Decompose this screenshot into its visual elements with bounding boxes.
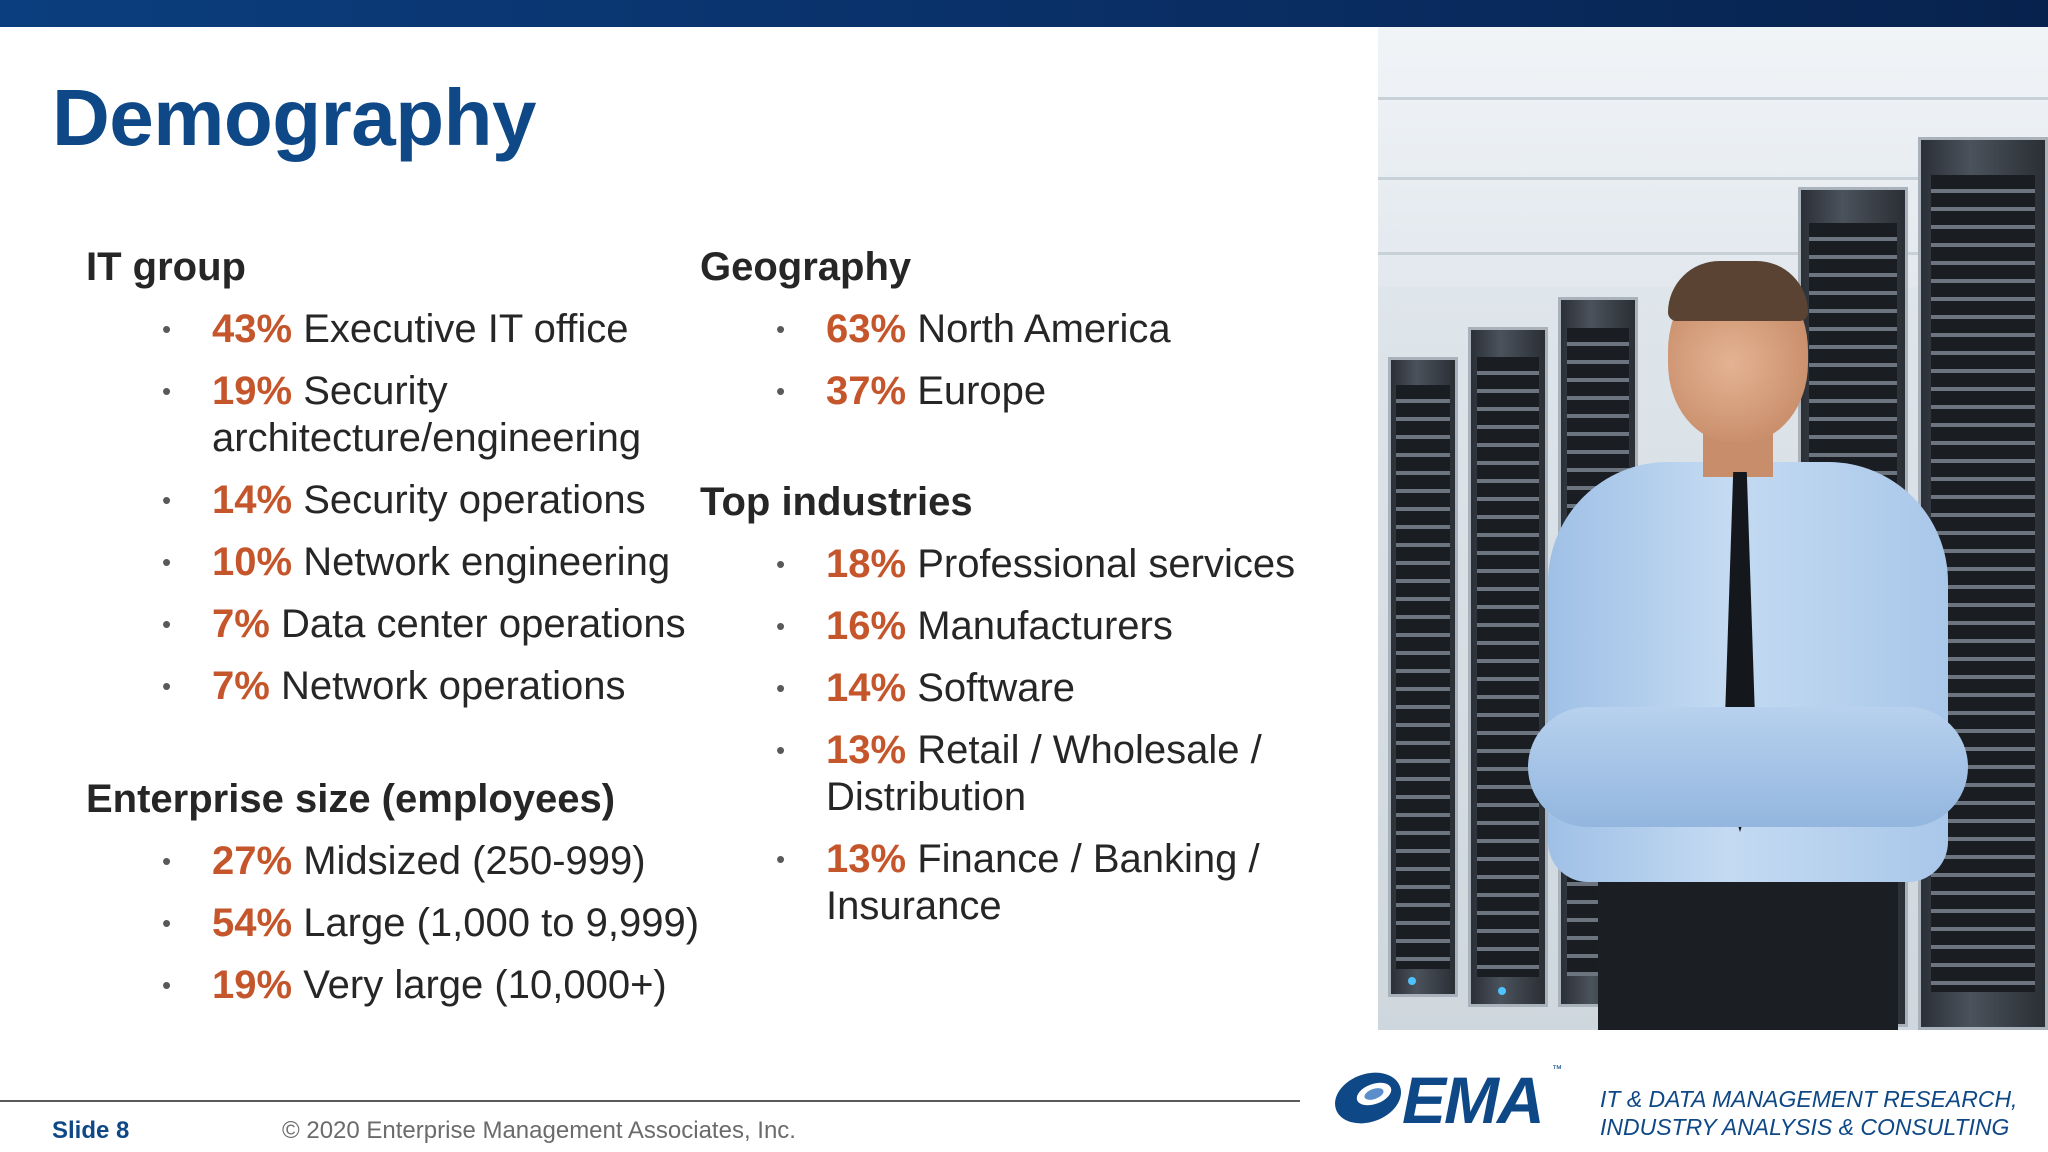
it-group-list: • 43% Executive IT office • 19% Security ar…	[162, 306, 722, 725]
ema-swoosh-icon	[1335, 1072, 1401, 1124]
bullet-icon: •	[162, 485, 172, 515]
ema-tagline: IT & DATA MANAGEMENT RESEARCH, INDUSTRY …	[1600, 1086, 2018, 1140]
bullet-icon: •	[776, 673, 786, 703]
list-item: • 14% Software	[776, 666, 1076, 710]
top-accent-bar	[0, 0, 2048, 27]
bullet-icon: •	[776, 376, 786, 406]
list-item: • 16% Manufacturers	[776, 604, 1173, 648]
bullet-icon: •	[162, 376, 172, 406]
list-item: • 43% Executive IT office	[162, 307, 629, 351]
list-item: • 63% North America	[776, 307, 1171, 351]
list-item: • 7% Data center operations	[162, 602, 686, 646]
top-industries-list: • 18% Professional services • 16% Manufact…	[776, 541, 1376, 945]
bullet-icon: •	[776, 314, 786, 344]
ceiling-grid-line	[1378, 177, 2048, 180]
bullet-icon: •	[776, 611, 786, 641]
bullet-icon: •	[162, 547, 172, 577]
ema-logo: EMA ™	[1330, 1058, 1570, 1138]
list-item: • 37% Europe	[776, 369, 1047, 413]
list-item: • 18% Professional services	[776, 542, 1296, 586]
server-rack	[1468, 327, 1548, 1007]
list-item: • 13% Finance / Banking / Insurance	[776, 837, 1260, 928]
geography-heading: Geography	[700, 245, 912, 289]
bullet-icon: •	[776, 844, 786, 874]
bullet-icon: •	[162, 609, 172, 639]
list-item: • 10% Network engineering	[162, 540, 671, 584]
it-group-heading: IT group	[86, 245, 246, 289]
ceiling-grid-line	[1378, 252, 2048, 255]
server-room-photo	[1378, 27, 2048, 1030]
status-light	[1408, 977, 1416, 985]
copyright-text: © 2020 Enterprise Management Associates,…	[282, 1117, 796, 1144]
bullet-icon: •	[776, 549, 786, 579]
bullet-icon: •	[162, 846, 172, 876]
status-light	[1498, 987, 1506, 995]
list-item: • 13% Retail / Wholesale / Distribution	[776, 728, 1262, 819]
list-item: • 7% Network operations	[162, 664, 626, 708]
bullet-icon: •	[162, 970, 172, 1000]
enterprise-size-heading: Enterprise size (employees)	[86, 777, 616, 821]
list-item: • 19% Security architecture/engineering	[162, 369, 642, 460]
trademark-mark: ™	[1552, 1064, 1562, 1075]
bullet-icon: •	[776, 735, 786, 765]
geography-list: • 63% North America • 37% Europe	[776, 306, 1376, 430]
top-industries-heading: Top industries	[700, 480, 973, 524]
slide-title: Demography	[52, 73, 536, 162]
bullet-icon: •	[162, 314, 172, 344]
server-rack	[1388, 357, 1458, 997]
list-item: • 14% Security operations	[162, 478, 646, 522]
bullet-icon: •	[162, 671, 172, 701]
list-item: • 27% Midsized (250-999)	[162, 839, 646, 883]
ceiling-grid-line	[1378, 97, 2048, 100]
person-figure	[1528, 261, 1968, 1030]
bullet-icon: •	[162, 908, 172, 938]
footer-divider	[0, 1100, 1300, 1102]
slide-number: Slide 8	[52, 1117, 130, 1144]
enterprise-size-list: • 27% Midsized (250-999) • 54% Large (1,00…	[162, 838, 722, 1024]
list-item: • 19% Very large (10,000+)	[162, 963, 667, 1007]
ema-logo-text: EMA	[1402, 1063, 1545, 1137]
list-item: • 54% Large (1,000 to 9,999)	[162, 901, 700, 945]
